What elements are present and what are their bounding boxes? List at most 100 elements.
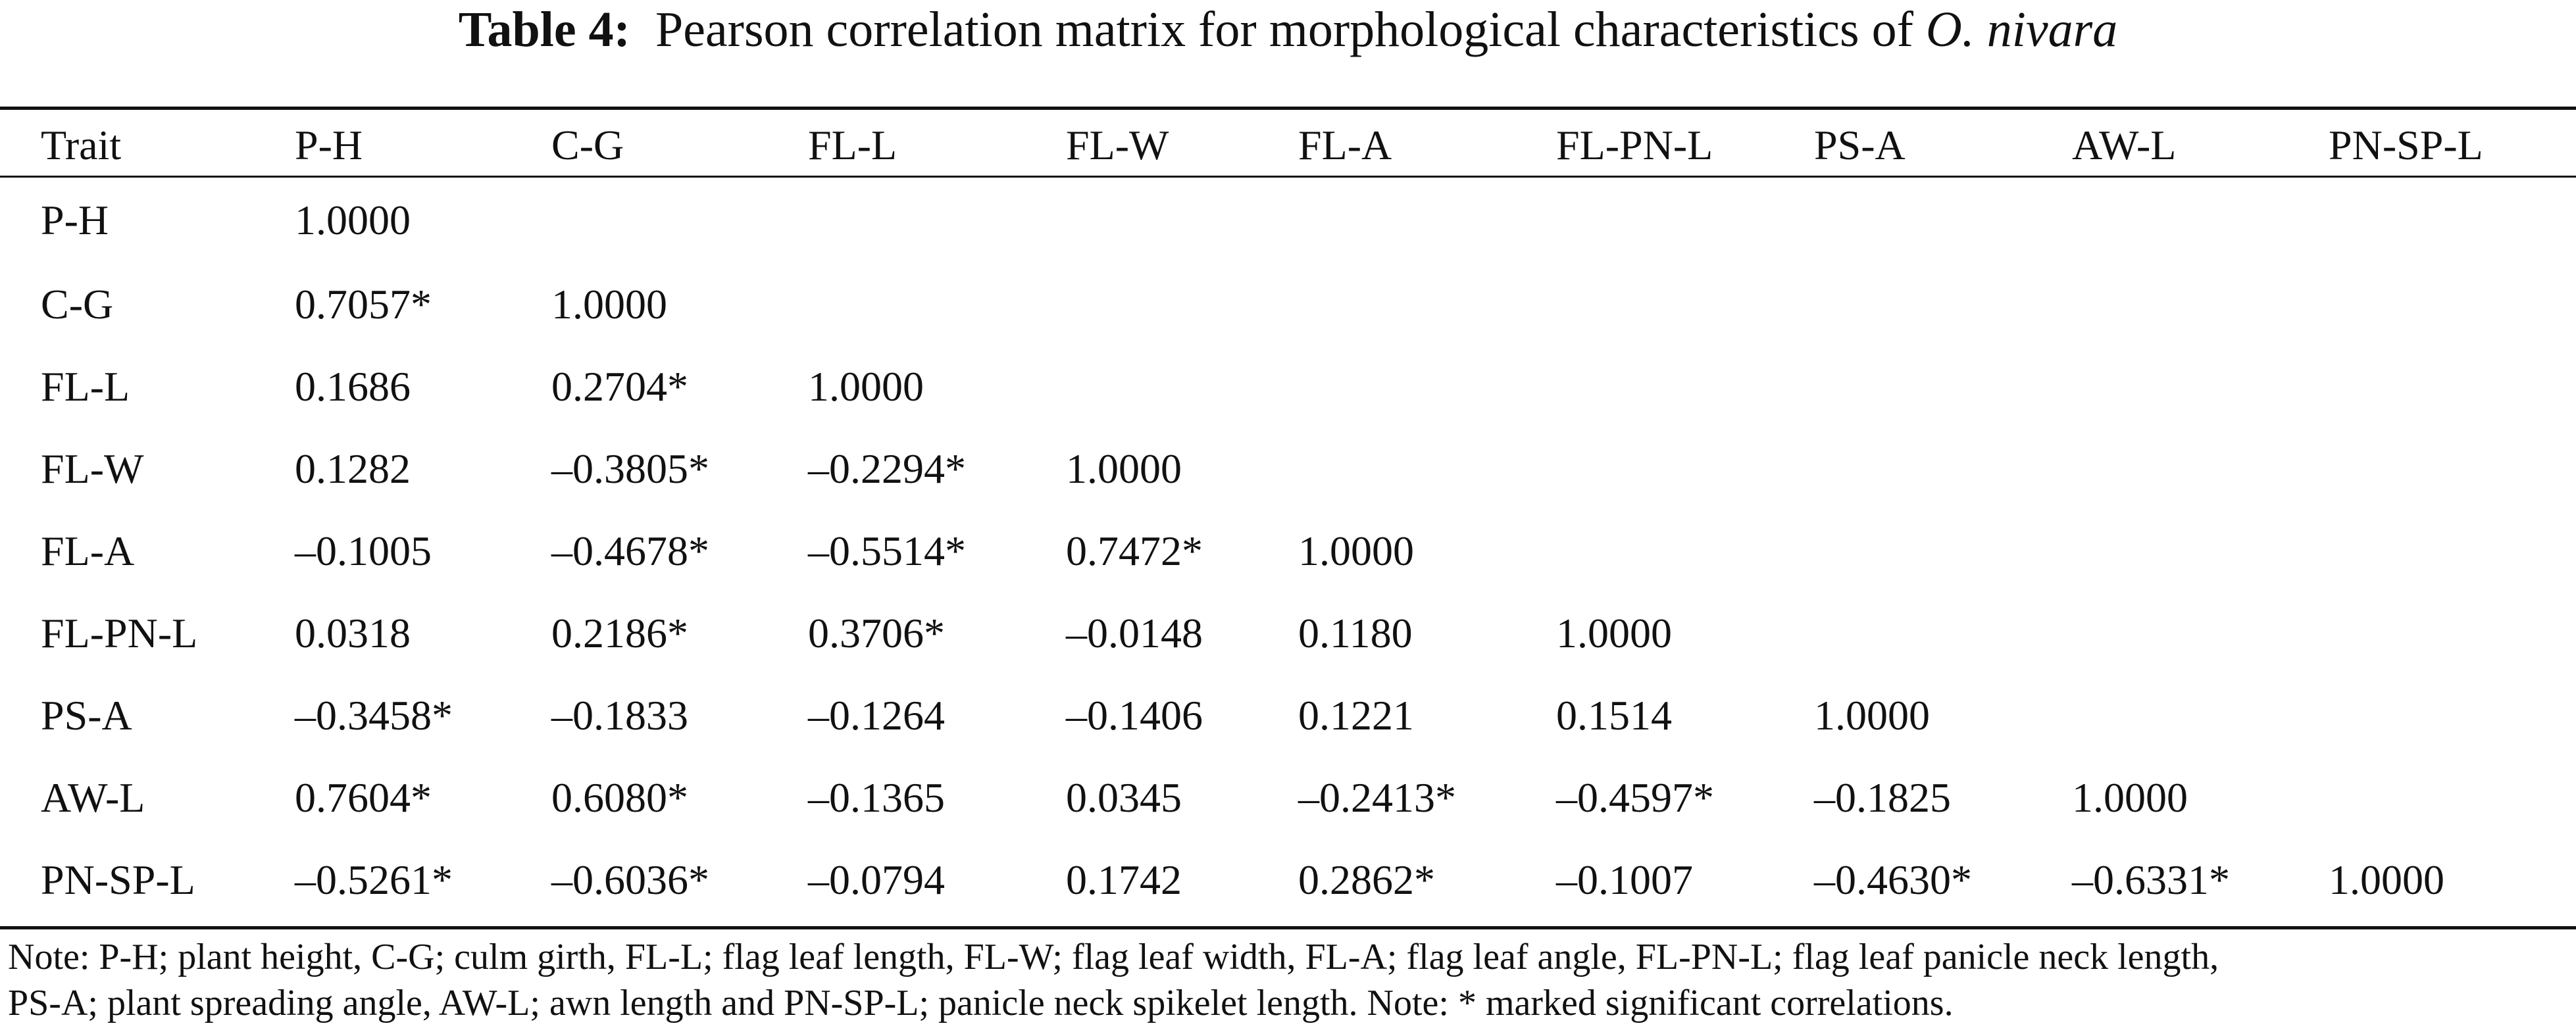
correlation-cell bbox=[2072, 263, 2329, 345]
correlation-cell: 0.1282 bbox=[295, 445, 411, 492]
note-line-1: Note: P-H; plant height, C-G; culm girth… bbox=[8, 937, 2219, 977]
correlation-cell bbox=[2072, 345, 2329, 428]
row-label: FL-W bbox=[41, 445, 144, 492]
correlation-cell bbox=[2072, 592, 2329, 674]
correlation-cell: 1.0000 bbox=[295, 197, 411, 243]
correlation-cell bbox=[551, 178, 808, 263]
correlation-cell bbox=[1814, 178, 2072, 263]
correlation-cell: –0.3805* bbox=[551, 445, 709, 492]
correlation-cell: –0.1005 bbox=[295, 527, 432, 574]
column-header: FL-PN-L bbox=[1556, 122, 1713, 168]
column-header: FL-W bbox=[1066, 122, 1169, 168]
correlation-cell: 1.0000 bbox=[1298, 527, 1414, 574]
correlation-cell bbox=[1556, 178, 1814, 263]
column-header: Trait bbox=[41, 122, 122, 168]
correlation-cell: 0.2704* bbox=[551, 362, 688, 410]
header-row: Trait P-H C-G FL-L FL-W FL-A FL-PN-L PS-A AW-L PN… bbox=[0, 113, 2576, 178]
correlation-cell: –0.1825 bbox=[1814, 774, 1951, 821]
correlation-cell bbox=[2329, 592, 2576, 674]
correlation-cell bbox=[1298, 345, 1556, 428]
correlation-cell bbox=[2329, 263, 2576, 345]
correlation-cell: 0.6080* bbox=[551, 774, 688, 821]
correlation-cell bbox=[1814, 263, 2072, 345]
correlation-cell: –0.1365 bbox=[808, 774, 945, 821]
correlation-cell bbox=[2329, 178, 2576, 263]
correlation-cell bbox=[1556, 345, 1814, 428]
correlation-cell: 1.0000 bbox=[1066, 445, 1182, 492]
correlation-cell: 1.0000 bbox=[551, 280, 667, 328]
table-row: FL-L 0.1686 0.2704* 1.0000 bbox=[0, 345, 2576, 428]
correlation-cell bbox=[2329, 345, 2576, 428]
correlation-cell bbox=[808, 263, 1066, 345]
correlation-cell: 0.1221 bbox=[1298, 691, 1414, 739]
correlation-cell bbox=[1298, 263, 1556, 345]
table-row: PN-SP-L –0.5261* –0.6036* –0.0794 0.1742 0.28… bbox=[0, 839, 2576, 921]
correlation-cell bbox=[1814, 592, 2072, 674]
table-row: FL-PN-L 0.0318 0.2186* 0.3706* –0.0148 0.1180… bbox=[0, 592, 2576, 674]
correlation-cell: 1.0000 bbox=[2072, 774, 2188, 821]
correlation-cell: –0.1264 bbox=[808, 691, 945, 739]
correlation-cell: –0.4630* bbox=[1814, 856, 1972, 903]
table-caption: Table 4: Pearson correlation matrix for … bbox=[0, 0, 2576, 59]
correlation-cell bbox=[2329, 674, 2576, 756]
correlation-cell: –0.1833 bbox=[551, 691, 688, 739]
correlation-cell bbox=[1556, 428, 1814, 510]
row-label: PN-SP-L bbox=[41, 856, 195, 903]
correlation-cell: –0.5261* bbox=[295, 856, 453, 903]
correlation-cell bbox=[1298, 428, 1556, 510]
column-header: PN-SP-L bbox=[2329, 122, 2483, 168]
row-label: AW-L bbox=[41, 774, 145, 821]
note-line-2: PS-A; plant spreading angle, AW-L; awn l… bbox=[8, 983, 1954, 1023]
correlation-cell bbox=[2329, 510, 2576, 592]
correlation-cell: 0.7057* bbox=[295, 280, 432, 328]
correlation-cell: 0.2862* bbox=[1298, 856, 1435, 903]
correlation-cell: 0.2186* bbox=[551, 609, 688, 656]
column-header: AW-L bbox=[2072, 122, 2177, 168]
correlation-cell: 0.3706* bbox=[808, 609, 945, 656]
correlation-cell bbox=[2329, 428, 2576, 510]
correlation-cell: –0.4597* bbox=[1556, 774, 1714, 821]
correlation-cell: 0.7604* bbox=[295, 774, 432, 821]
correlation-cell: –0.0148 bbox=[1066, 609, 1203, 656]
correlation-cell: 0.7472* bbox=[1066, 527, 1203, 574]
table-title: Pearson correlation matrix for morpholog… bbox=[655, 2, 1913, 57]
table-number: Table 4: bbox=[458, 2, 630, 57]
bottom-rule bbox=[0, 926, 2576, 929]
correlation-cell: –0.1007 bbox=[1556, 856, 1693, 903]
correlation-cell: –0.4678* bbox=[551, 527, 709, 574]
correlation-cell: –0.5514* bbox=[808, 527, 966, 574]
table-note: Note: P-H; plant height, C-G; culm girth… bbox=[8, 934, 2574, 1026]
correlation-table: Trait P-H C-G FL-L FL-W FL-A FL-PN-L PS-A AW-L PN… bbox=[0, 113, 2576, 921]
correlation-cell: 0.1514 bbox=[1556, 691, 1672, 739]
row-label: P-H bbox=[41, 197, 109, 243]
correlation-cell: –0.6036* bbox=[551, 856, 709, 903]
correlation-cell bbox=[1066, 345, 1298, 428]
table-row: AW-L 0.7604* 0.6080* –0.1365 0.0345 –0.2413* –… bbox=[0, 756, 2576, 839]
column-header: PS-A bbox=[1814, 122, 1906, 168]
correlation-cell: 0.0345 bbox=[1066, 774, 1182, 821]
correlation-cell: –0.1406 bbox=[1066, 691, 1203, 739]
correlation-cell bbox=[1066, 263, 1298, 345]
table-body: P-H 1.0000 C-G 0.7057* 1.0000 FL-L 0.1686 0.270… bbox=[0, 178, 2576, 921]
correlation-cell: –0.2413* bbox=[1298, 774, 1456, 821]
correlation-cell bbox=[1814, 345, 2072, 428]
header-rule bbox=[0, 176, 2576, 178]
table-row: FL-W 0.1282 –0.3805* –0.2294* 1.0000 bbox=[0, 428, 2576, 510]
correlation-cell: 1.0000 bbox=[2329, 856, 2444, 903]
correlation-cell: –0.3458* bbox=[295, 691, 453, 739]
correlation-cell bbox=[1556, 263, 1814, 345]
correlation-cell bbox=[1066, 178, 1298, 263]
row-label: PS-A bbox=[41, 691, 132, 739]
table-row: C-G 0.7057* 1.0000 bbox=[0, 263, 2576, 345]
column-header: FL-A bbox=[1298, 122, 1392, 168]
correlation-cell: 0.1742 bbox=[1066, 856, 1182, 903]
column-header: P-H bbox=[295, 122, 363, 168]
table-row: PS-A –0.3458* –0.1833 –0.1264 –0.1406 0.1221 0… bbox=[0, 674, 2576, 756]
correlation-cell bbox=[1298, 178, 1556, 263]
correlation-cell: 1.0000 bbox=[1814, 691, 1930, 739]
correlation-cell: 1.0000 bbox=[1556, 609, 1672, 656]
column-header: FL-L bbox=[808, 122, 897, 168]
correlation-cell: –0.6331* bbox=[2072, 856, 2230, 903]
correlation-cell bbox=[2072, 428, 2329, 510]
correlation-cell bbox=[2329, 756, 2576, 839]
